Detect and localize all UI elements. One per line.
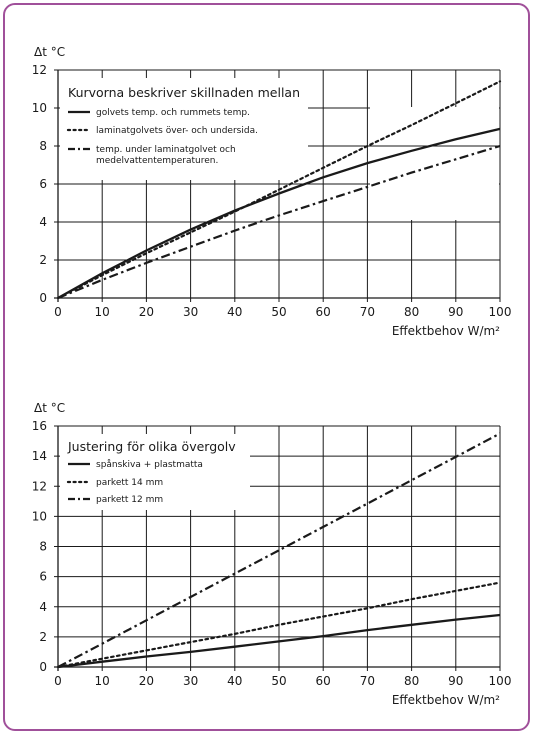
x-tick-label: 80 xyxy=(404,674,419,688)
legend-box xyxy=(60,78,308,180)
legend-item-label: temp. under laminatgolvet och xyxy=(96,145,236,155)
x-tick-label: 20 xyxy=(139,674,154,688)
x-tick-label: 0 xyxy=(54,674,62,688)
legend-title: Kurvorna beskriver skillnaden mellan xyxy=(68,85,300,100)
x-tick-label: 90 xyxy=(448,674,463,688)
x-tick-label: 10 xyxy=(95,305,110,319)
legend-item-label: golvets temp. och rummets temp. xyxy=(96,108,250,118)
x-tick-label: 70 xyxy=(360,674,375,688)
x-tick-label: 0 xyxy=(54,305,62,319)
series-line-3 xyxy=(57,144,501,300)
legend-box xyxy=(60,434,250,510)
x-tick-label: 90 xyxy=(448,305,463,319)
y-tick-label: 2 xyxy=(39,630,47,644)
y-tick-label: 8 xyxy=(39,540,47,554)
legend-item-label: spånskiva + plastmatta xyxy=(96,459,203,470)
x-tick-label: 30 xyxy=(183,305,198,319)
y-tick-label: 14 xyxy=(32,449,47,463)
y-tick-label: 6 xyxy=(39,570,47,584)
chart-1: 0 10 20 30 40 50 60 70 80 90 100 0 2 4 6 8 10 12 Δt °C Effe… xyxy=(32,45,512,338)
x-tick-label: 30 xyxy=(183,674,198,688)
x-tick-label: 50 xyxy=(271,305,286,319)
x-axis-label: Effektbehov W/m² xyxy=(392,693,500,707)
y-tick-label: 4 xyxy=(39,600,47,614)
x-tick-label: 60 xyxy=(316,305,331,319)
legend-item-label: parkett 14 mm xyxy=(96,478,163,488)
y-tick-label: 8 xyxy=(39,139,47,153)
x-tick-label: 100 xyxy=(489,674,512,688)
legend-title: Justering för olika övergolv xyxy=(67,439,236,454)
x-axis-label: Effektbehov W/m² xyxy=(392,324,500,338)
y-tick-label: 12 xyxy=(32,63,47,77)
series-line-1 xyxy=(57,127,501,300)
plain-area xyxy=(370,107,499,220)
y-tick-label: 4 xyxy=(39,215,47,229)
chart-2: 0 10 20 30 40 50 60 70 80 90 100 0 2 4 6 8 10 12 14 16 Δt °C… xyxy=(32,401,512,707)
legend-item-label: parkett 12 mm xyxy=(96,495,163,505)
series-line-2 xyxy=(56,581,502,669)
series-line-2 xyxy=(56,80,502,300)
y-axis-unit: Δt °C xyxy=(34,401,65,415)
x-tick-label: 80 xyxy=(404,305,419,319)
y-tick-label: 10 xyxy=(32,509,47,523)
y-tick-label: 12 xyxy=(32,479,47,493)
y-tick-label: 0 xyxy=(39,291,47,305)
x-tick-label: 50 xyxy=(271,674,286,688)
y-tick-label: 10 xyxy=(32,101,47,115)
y-tick-label: 2 xyxy=(39,253,47,267)
y-axis-unit: Δt °C xyxy=(34,45,65,59)
legend-item-label: medelvattentemperaturen. xyxy=(96,156,218,166)
x-tick-label: 10 xyxy=(95,674,110,688)
x-tick-label: 100 xyxy=(489,305,512,319)
x-tick-label: 40 xyxy=(227,305,242,319)
x-tick-label: 70 xyxy=(360,305,375,319)
y-tick-label: 16 xyxy=(32,419,47,433)
x-tick-label: 20 xyxy=(139,305,154,319)
y-tick-label: 0 xyxy=(39,660,47,674)
x-tick-label: 60 xyxy=(316,674,331,688)
legend-item-label: laminatgolvets över- och undersida. xyxy=(96,126,258,136)
y-tick-label: 6 xyxy=(39,177,47,191)
series-line-1 xyxy=(57,613,501,669)
x-tick-label: 40 xyxy=(227,674,242,688)
